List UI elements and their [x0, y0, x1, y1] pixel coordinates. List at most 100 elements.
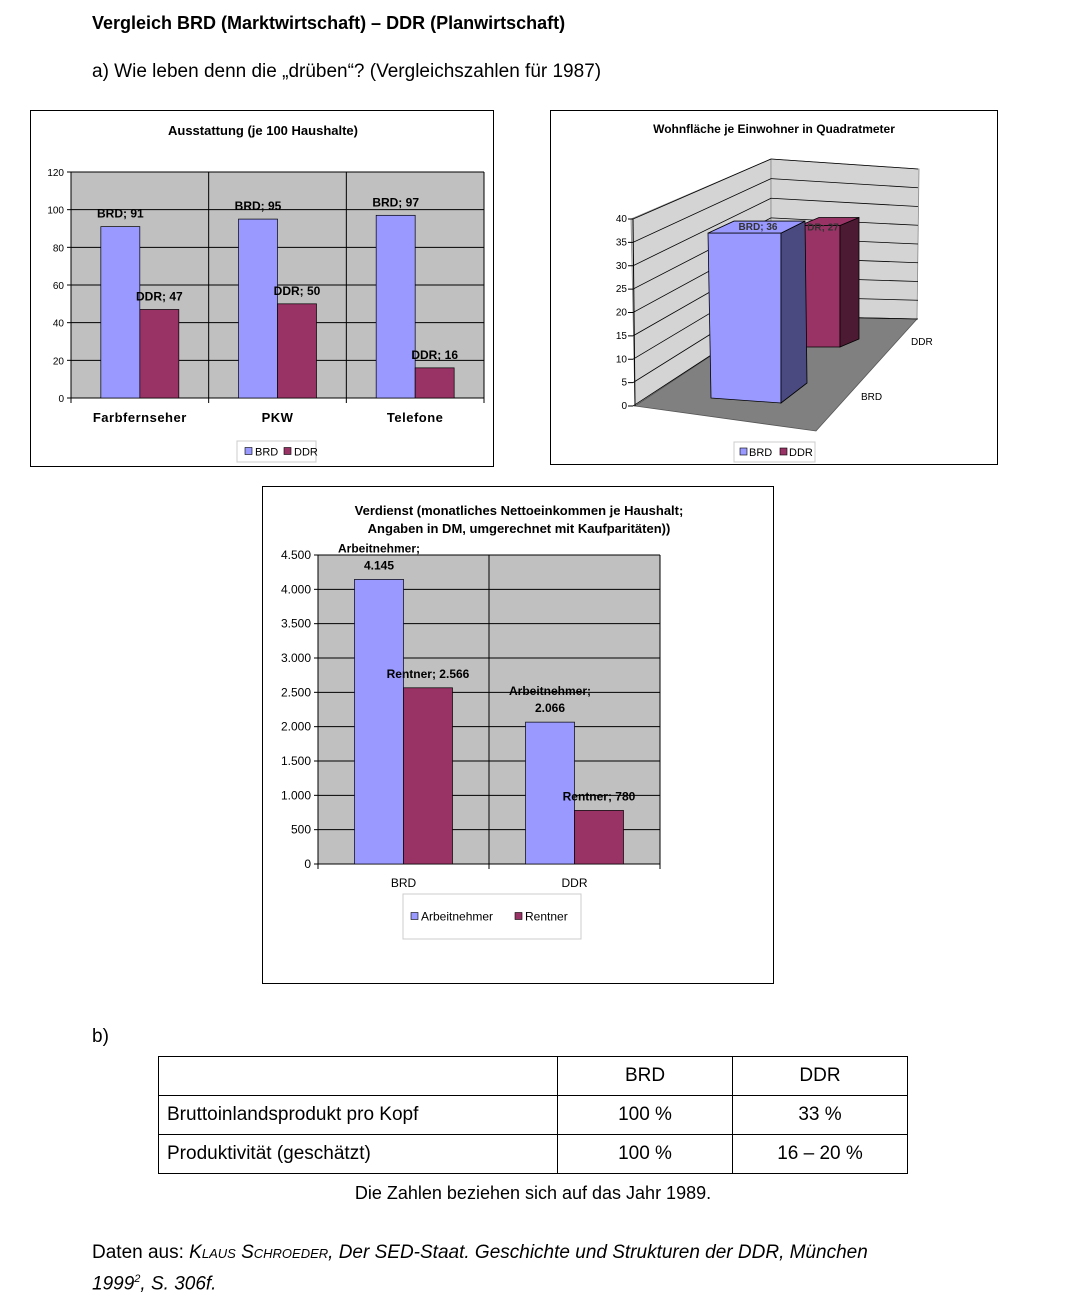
y-tick-label: 2.000 [281, 720, 311, 734]
y-tick-label: 20 [616, 308, 628, 319]
source-pages: , S. 306f. [140, 1273, 217, 1295]
data-label: 4.145 [364, 558, 394, 572]
source-edition: 2 [134, 1273, 141, 1285]
data-label: Arbeitnehmer; [338, 541, 420, 555]
data-label: DDR; 50 [274, 284, 321, 298]
gridline [632, 158, 772, 220]
chart-ausstattung: 0 20 40 60 80 100 120 Farbfernseher BRD; 91 DDR; … [30, 110, 494, 467]
bar-arbeitnehmer [354, 579, 404, 865]
bar-brd [238, 218, 278, 399]
table-cell: 16 – 20 % [732, 1134, 908, 1174]
y-tick-label: 1.000 [281, 788, 311, 802]
y-tick-label: 5 [621, 378, 627, 389]
source-prefix: Daten aus: [92, 1242, 190, 1263]
y-tick-label: 15 [616, 331, 628, 342]
chart-title: Wohnfläche je Einwohner in Quadratmeter [653, 122, 895, 136]
data-label: BRD; 91 [97, 207, 144, 221]
table-header-cell [158, 1056, 558, 1096]
y-tick-label: 40 [616, 214, 628, 225]
y-tick-label: 80 [53, 243, 65, 254]
x-category-label: PKW [262, 410, 294, 425]
legend-swatch-ddr [779, 447, 788, 456]
legend-label: Arbeitnehmer [421, 910, 493, 924]
x-category-label: DDR [562, 876, 588, 890]
y-tick-label: 0 [304, 857, 311, 871]
bar-ddr [277, 303, 317, 399]
legend [402, 893, 582, 940]
table-header-cell: BRD [557, 1056, 733, 1096]
data-label: Rentner; 780 [563, 789, 636, 803]
y-tick-label: 1.500 [281, 754, 311, 768]
page-heading: Vergleich BRD (Marktwirtschaft) – DDR (P… [92, 13, 566, 33]
data-label: BRD; 95 [235, 199, 282, 213]
y-tick-label: 0 [621, 401, 627, 412]
x-category-label: BRD [861, 392, 882, 403]
source-author: Klaus Schroeder [189, 1242, 329, 1263]
legend-label: Rentner [525, 910, 568, 924]
legend-swatch-rentner [514, 912, 523, 920]
legend-label: BRD [749, 447, 772, 459]
table-cell: Bruttoinlandsprodukt pro Kopf [158, 1095, 558, 1135]
bar-ddr [139, 309, 180, 399]
table-caption: Die Zahlen beziehen sich auf das Jahr 19… [354, 1183, 712, 1203]
data-label: 2.066 [535, 701, 565, 715]
bar-rentner [403, 687, 453, 865]
bar-brd-top [707, 220, 806, 234]
x-category-label: DDR [911, 337, 933, 348]
gridline [632, 197, 772, 267]
y-tick-label: 25 [616, 284, 628, 295]
data-label: DDR; 47 [136, 289, 183, 303]
part-a-heading: a) Wie leben denn die „drüben“? (Verglei… [92, 61, 602, 82]
y-tick-label: 2.500 [281, 685, 311, 699]
x-category-label: BRD [391, 876, 417, 890]
bar-arbeitnehmer [525, 721, 575, 865]
y-tick-label: 3.000 [281, 651, 311, 665]
y-tick-label: 3.500 [281, 617, 311, 631]
table-cell: 100 % [557, 1095, 733, 1135]
y-tick-label: 35 [616, 237, 628, 248]
table-row: Produktivität (geschätzt) 100 % 16 – 20 … [158, 1134, 908, 1174]
bar-ddr-top [799, 217, 860, 226]
bar-brd [375, 214, 416, 399]
chart-title: Angaben in DM, umgerechnet mit Kaufparit… [368, 521, 671, 536]
data-label: BRD; 36 [739, 222, 778, 233]
y-axis [632, 218, 636, 407]
legend-label: DDR [789, 447, 813, 459]
x-category-label: Farbfernseher [93, 410, 187, 425]
data-label: BRD; 97 [372, 195, 419, 209]
data-label: DR; 27 [807, 223, 839, 234]
source-citation: Daten aus: Klaus Schroeder, Der SED-Staa… [92, 1240, 868, 1297]
y-tick-label: 60 [53, 281, 65, 292]
comparison-table: BRD DDR Bruttoinlandsprodukt pro Kopf 10… [158, 1056, 908, 1174]
chart-title: Verdienst (monatliches Nettoeinkommen je… [355, 503, 684, 518]
y-tick-label: 100 [47, 206, 64, 217]
table-cell: 33 % [732, 1095, 908, 1135]
bar-rentner [574, 810, 624, 865]
legend-label: DDR [294, 447, 318, 459]
legend-label: BRD [255, 447, 278, 459]
bar-ddr [414, 367, 455, 399]
y-tick-label: 20 [53, 356, 65, 367]
chart-verdienst: 0 500 1.000 1.500 2.000 2.500 3.000 3.500 4.000 4… [262, 486, 774, 984]
y-tick-label: 40 [53, 319, 65, 330]
source-work: , Der SED-Staat. Geschichte und Struktur… [328, 1242, 868, 1263]
chart-wohnflaeche-svg: 0 5 10 15 20 25 30 35 40 DR; 27 BRD; 36 DDR BRD Wohnf… [616, 122, 933, 463]
y-tick-label: 4.000 [281, 582, 311, 596]
y-tick-label: 4.500 [281, 548, 311, 562]
source-year: 1999 [92, 1273, 135, 1295]
data-label: DDR; 16 [411, 348, 458, 362]
chart-verdienst-svg: 0 500 1.000 1.500 2.000 2.500 3.000 3.500 4.000 4… [281, 503, 684, 940]
legend-swatch-brd [739, 447, 748, 456]
bar-brd-side [780, 220, 808, 404]
chart-ausstattung-svg: 0 20 40 60 80 100 120 Farbfernseher BRD; 91 DDR; … [47, 123, 485, 463]
y-tick-label: 0 [58, 394, 64, 405]
data-label: Rentner; 2.566 [387, 667, 470, 681]
gridline [632, 178, 772, 243]
table-cell: Produktivität (geschätzt) [158, 1134, 558, 1174]
table-row: Bruttoinlandsprodukt pro Kopf 100 % 33 % [158, 1095, 908, 1135]
y-tick-label: 500 [291, 823, 311, 837]
table-header-row: BRD DDR [158, 1056, 908, 1096]
table-cell: 100 % [557, 1134, 733, 1174]
gridline [770, 158, 919, 170]
legend-swatch-arbeitnehmer [410, 912, 419, 920]
